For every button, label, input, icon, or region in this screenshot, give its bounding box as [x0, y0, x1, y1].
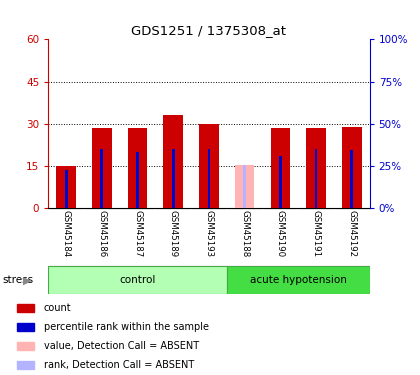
Bar [17, 304, 34, 312]
Bar [342, 127, 362, 208]
Text: GSM45191: GSM45191 [312, 210, 320, 257]
Text: GSM45186: GSM45186 [97, 210, 106, 257]
Bar [136, 152, 139, 208]
Bar [172, 149, 175, 208]
Text: ▶: ▶ [23, 275, 31, 285]
Bar [199, 124, 219, 208]
Bar [163, 116, 183, 208]
Bar [92, 128, 112, 208]
Bar [306, 128, 326, 208]
Text: rank, Detection Call = ABSENT: rank, Detection Call = ABSENT [44, 360, 194, 370]
Text: GSM45193: GSM45193 [205, 210, 213, 257]
Bar [100, 149, 103, 208]
Text: acute hypotension: acute hypotension [250, 275, 346, 285]
Text: value, Detection Call = ABSENT: value, Detection Call = ABSENT [44, 341, 199, 351]
Bar [350, 150, 353, 208]
Text: percentile rank within the sample: percentile rank within the sample [44, 322, 209, 332]
Text: GSM45184: GSM45184 [62, 210, 71, 257]
Bar [227, 266, 370, 294]
Bar [270, 128, 290, 208]
Bar [48, 266, 227, 294]
Bar [279, 156, 282, 208]
Title: GDS1251 / 1375308_at: GDS1251 / 1375308_at [131, 24, 286, 37]
Text: GSM45192: GSM45192 [347, 210, 356, 257]
Bar [315, 149, 318, 208]
Bar [17, 362, 34, 369]
Bar [128, 128, 147, 208]
Text: count: count [44, 303, 71, 313]
Bar [235, 165, 255, 208]
Bar [17, 342, 34, 350]
Text: GSM45187: GSM45187 [133, 210, 142, 257]
Text: GSM45189: GSM45189 [169, 210, 178, 257]
Bar [243, 165, 246, 208]
Bar [17, 323, 34, 331]
Bar [56, 166, 76, 208]
Text: GSM45188: GSM45188 [240, 210, 249, 257]
Text: stress: stress [2, 275, 33, 285]
Text: GSM45190: GSM45190 [276, 210, 285, 257]
Bar [207, 149, 210, 208]
Text: control: control [119, 275, 156, 285]
Bar [65, 170, 68, 208]
